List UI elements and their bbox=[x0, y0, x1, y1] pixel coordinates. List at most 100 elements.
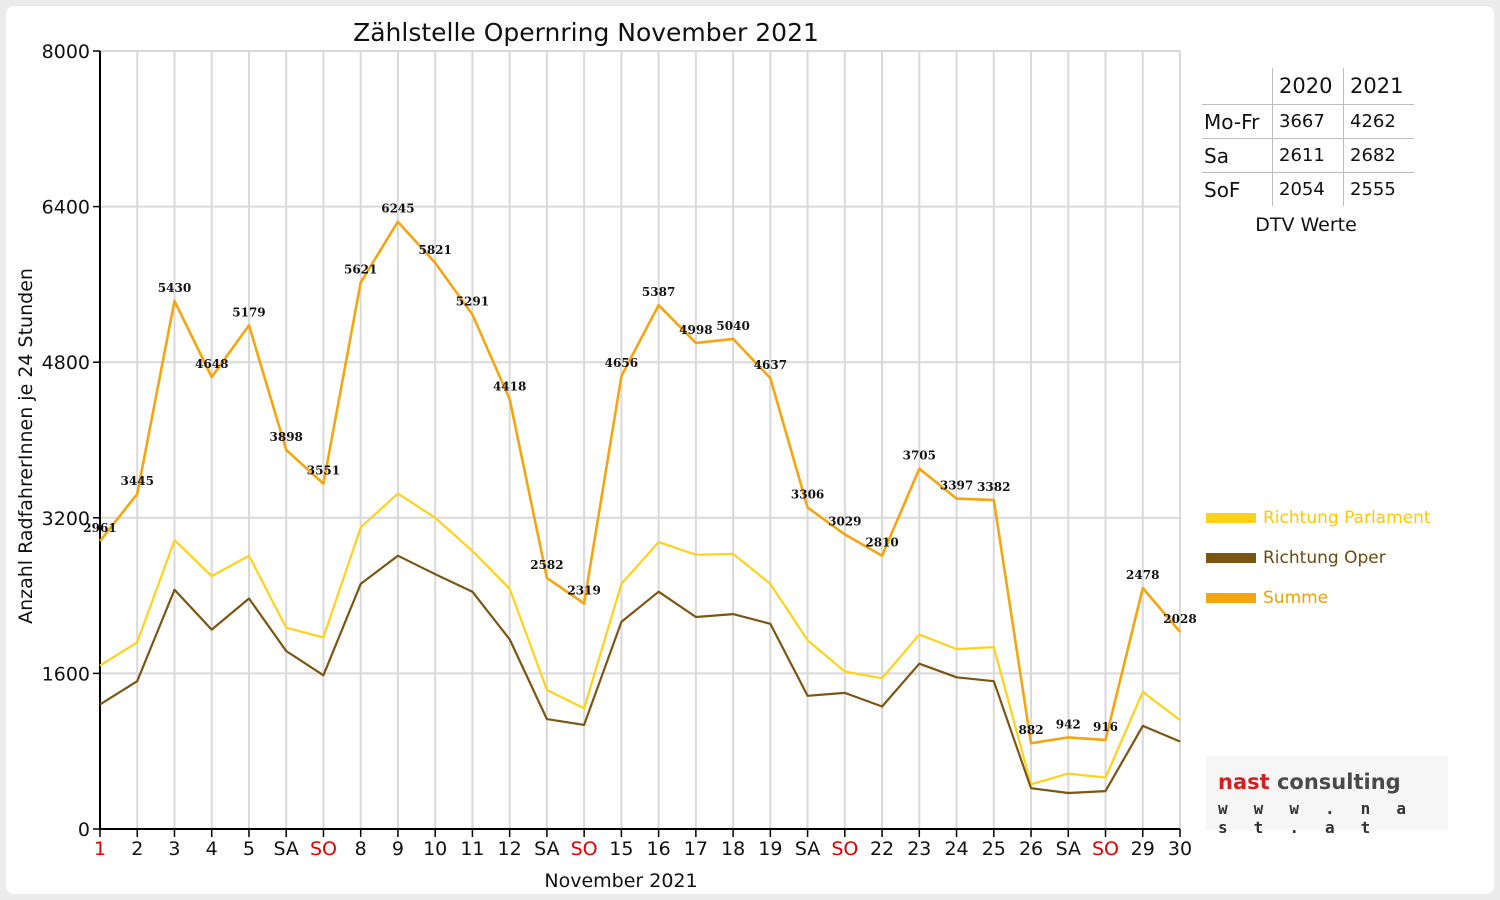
data-label: 3445 bbox=[121, 474, 154, 488]
x-tick-label: 2 bbox=[131, 838, 143, 860]
x-tick-label: 8 bbox=[355, 838, 367, 860]
data-label: 2319 bbox=[567, 583, 600, 597]
dtv-cell: 2682 bbox=[1343, 138, 1414, 173]
data-label: 882 bbox=[1019, 723, 1044, 737]
legend-swatch-summe bbox=[1206, 593, 1256, 603]
data-label: 3029 bbox=[828, 514, 861, 528]
data-label: 3382 bbox=[977, 480, 1010, 494]
logo-url: w w w . n a s t . a t bbox=[1218, 799, 1415, 837]
x-tick-label: 24 bbox=[944, 838, 968, 860]
x-tick-label: 12 bbox=[498, 838, 522, 860]
x-tick-label: 11 bbox=[460, 838, 484, 860]
data-label: 6245 bbox=[381, 202, 414, 216]
data-label: 4637 bbox=[754, 358, 787, 372]
logo-name-part1: nast bbox=[1218, 770, 1270, 794]
x-tick-label: 23 bbox=[907, 838, 931, 860]
data-label: 5291 bbox=[456, 294, 489, 308]
data-label: 5430 bbox=[158, 281, 191, 295]
data-label: 4998 bbox=[679, 323, 712, 337]
dtv-cell: 4262 bbox=[1343, 104, 1414, 139]
chart-frame: 0 1600 3200 4800 6400 8000 1 2 3 4 5 SA SO 8 9 10 11 12 SA… bbox=[6, 6, 1494, 894]
legend-swatch-oper bbox=[1206, 553, 1256, 563]
x-tick-label: 15 bbox=[609, 838, 633, 860]
data-label: 5387 bbox=[642, 285, 675, 299]
y-tick-label: 0 bbox=[78, 819, 90, 841]
legend-item-oper: Richtung Oper bbox=[1206, 538, 1431, 578]
x-tick-label: 17 bbox=[684, 838, 708, 860]
dtv-table: 2020 2021 Mo-Fr 3667 4262 Sa 2611 2682 S… bbox=[1202, 68, 1414, 206]
legend-swatch-parlament bbox=[1206, 513, 1256, 523]
x-tick-label: 22 bbox=[870, 838, 894, 860]
legend-item-parlament: Richtung Parlament bbox=[1206, 498, 1431, 538]
x-tick-label: SO bbox=[1092, 838, 1119, 860]
x-tick-label: 29 bbox=[1131, 838, 1155, 860]
data-label: 4656 bbox=[605, 356, 638, 370]
data-label: 2028 bbox=[1163, 612, 1196, 626]
x-tick-label: 1 bbox=[94, 838, 106, 860]
y-tick-label: 6400 bbox=[42, 197, 90, 219]
data-label: 5821 bbox=[418, 243, 451, 257]
y-tick-label: 1600 bbox=[42, 663, 90, 685]
y-axis-label: Anzahl RadfahrerInnen je 24 Stunden bbox=[15, 268, 37, 624]
x-tick-label: 16 bbox=[647, 838, 671, 860]
legend-item-summe: Summe bbox=[1206, 578, 1431, 618]
company-logo: nast consulting w w w . n a s t . a t bbox=[1206, 756, 1448, 837]
x-tick-label: 19 bbox=[758, 838, 782, 860]
dtv-caption: DTV Werte bbox=[1255, 214, 1357, 236]
dtv-row-label: Mo-Fr bbox=[1202, 104, 1273, 139]
data-label: 2961 bbox=[83, 521, 116, 535]
x-tick-label: SA bbox=[273, 838, 298, 860]
x-tick-label: 25 bbox=[982, 838, 1006, 860]
dtv-cell: 2611 bbox=[1272, 138, 1344, 173]
dtv-cell: 2054 bbox=[1272, 172, 1344, 206]
y-tick-label: 8000 bbox=[42, 41, 90, 63]
chart-title: Zählstelle Opernring November 2021 bbox=[353, 18, 819, 47]
x-tick-label: 10 bbox=[423, 838, 447, 860]
data-label: 3397 bbox=[940, 479, 973, 493]
data-label: 5179 bbox=[232, 305, 265, 319]
logo-name-part2: consulting bbox=[1269, 770, 1401, 794]
x-tick-label: SA bbox=[534, 838, 559, 860]
legend-label-summe: Summe bbox=[1263, 588, 1329, 608]
dtv-col-2021: 2021 bbox=[1343, 68, 1414, 105]
logo-wordmark: nast consulting bbox=[1218, 770, 1401, 794]
x-axis-label: November 2021 bbox=[544, 870, 698, 892]
series-line-oper bbox=[99, 554, 1181, 795]
x-tick-label: SA bbox=[795, 838, 820, 860]
x-tick-label: 9 bbox=[392, 838, 404, 860]
x-tick-label: SO bbox=[571, 838, 598, 860]
x-tick-label: 3 bbox=[168, 838, 180, 860]
dtv-col-2020: 2020 bbox=[1272, 68, 1344, 105]
series-line-parlament bbox=[99, 492, 1181, 786]
data-label: 942 bbox=[1056, 717, 1081, 731]
data-label: 5621 bbox=[344, 262, 377, 276]
x-tick-label: 18 bbox=[721, 838, 745, 860]
x-tick-label: 4 bbox=[206, 838, 218, 860]
data-label: 3705 bbox=[903, 449, 936, 463]
legend-label-oper: Richtung Oper bbox=[1263, 548, 1386, 568]
x-tick-label: 5 bbox=[243, 838, 255, 860]
series-line-summe bbox=[98, 220, 1181, 745]
data-label: 3306 bbox=[791, 487, 824, 501]
y-tick-label: 4800 bbox=[42, 352, 90, 374]
dtv-row-label: Sa bbox=[1202, 138, 1273, 173]
data-label: 3551 bbox=[307, 464, 340, 478]
data-label: 3898 bbox=[270, 430, 303, 444]
dtv-row-label: SoF bbox=[1202, 172, 1273, 206]
x-tick-label: 30 bbox=[1168, 838, 1192, 860]
data-label: 2582 bbox=[530, 558, 563, 572]
x-tick-label: SO bbox=[310, 838, 337, 860]
x-tick-label: SA bbox=[1056, 838, 1081, 860]
x-tick-label: SO bbox=[831, 838, 858, 860]
legend-label-parlament: Richtung Parlament bbox=[1263, 508, 1431, 528]
dtv-cell: 3667 bbox=[1272, 104, 1344, 139]
data-label: 2478 bbox=[1126, 568, 1159, 582]
data-label: 916 bbox=[1093, 720, 1118, 734]
dtv-cell: 2555 bbox=[1343, 172, 1414, 206]
data-label: 2810 bbox=[865, 536, 898, 550]
y-tick-label: 3200 bbox=[42, 508, 90, 530]
legend: Richtung Parlament Richtung Oper Summe bbox=[1206, 498, 1431, 618]
data-label: 4648 bbox=[195, 357, 228, 371]
data-label: 4418 bbox=[493, 379, 526, 393]
